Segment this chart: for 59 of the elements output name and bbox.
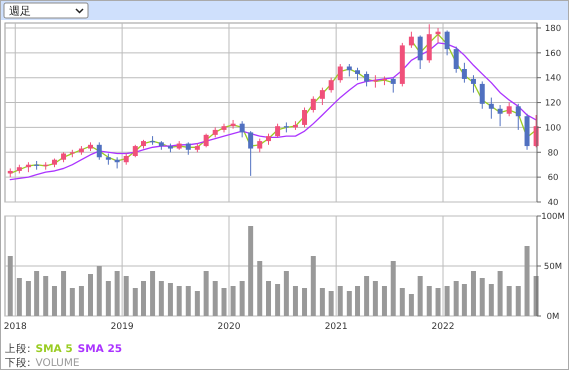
candlestick <box>328 77 334 94</box>
x-tick-label: 2020 <box>218 322 241 332</box>
y-tick-label: 60 <box>548 173 558 184</box>
legend-title: 下段: <box>5 357 31 369</box>
candlestick <box>346 64 352 77</box>
candlestick <box>124 153 129 166</box>
y-tick-label: 100M <box>541 212 565 222</box>
candlestick <box>61 152 66 163</box>
candlestick <box>454 46 459 74</box>
y-tick-label: 40 <box>548 198 558 208</box>
candlestick <box>418 34 423 70</box>
y-tick-label: 50M <box>544 262 562 272</box>
y-tick-label: 120 <box>544 98 562 109</box>
y-tick-label: 0M <box>546 312 560 322</box>
chart-title: 週足 <box>9 4 31 18</box>
candlestick <box>408 31 414 48</box>
y-tick-label: 80 <box>548 148 558 158</box>
candlestick <box>240 120 245 138</box>
candlestick <box>444 30 450 56</box>
candlestick <box>26 162 31 173</box>
text: SMA 25 <box>78 343 122 355</box>
candlestick <box>470 74 476 94</box>
candlestick <box>302 107 308 128</box>
text: VOLUME <box>36 357 80 369</box>
candlestick <box>516 103 521 130</box>
x-tick-label: 2021 <box>324 322 348 332</box>
candlestick <box>364 70 370 87</box>
y-tick-label: 100 <box>544 123 562 134</box>
candlestick <box>96 142 102 160</box>
x-tick-label: 2018 <box>4 322 27 332</box>
candlestick <box>320 87 325 106</box>
x-tick-label: 2022 <box>432 322 454 332</box>
candlestick <box>266 133 272 146</box>
candlestick <box>310 96 316 113</box>
x-tick-label: 2019 <box>110 322 134 332</box>
candlestick <box>480 80 485 110</box>
candlestick <box>204 133 209 148</box>
candlestick <box>248 130 254 176</box>
y-tick-label: 180 <box>544 24 562 34</box>
candlestick <box>498 104 503 127</box>
candlestick <box>372 74 378 88</box>
candlestick <box>114 156 120 169</box>
y-tick-label: 160 <box>544 48 562 59</box>
candlestick <box>275 123 280 138</box>
y-tick-label: 140 <box>544 74 562 84</box>
candlestick <box>257 138 262 153</box>
candlestick <box>284 122 289 133</box>
candlestick <box>212 126 218 138</box>
candlestick <box>355 67 360 81</box>
candlestick <box>390 77 396 94</box>
text: SMA 5 <box>36 343 73 355</box>
candlestick <box>506 102 512 117</box>
candlestick <box>462 62 467 84</box>
candlestick <box>436 27 441 44</box>
candlestick <box>338 64 343 84</box>
candlestick <box>488 97 494 120</box>
candlestick <box>132 144 138 158</box>
candlestick <box>186 142 191 156</box>
legend-title: 上段: <box>5 342 31 355</box>
